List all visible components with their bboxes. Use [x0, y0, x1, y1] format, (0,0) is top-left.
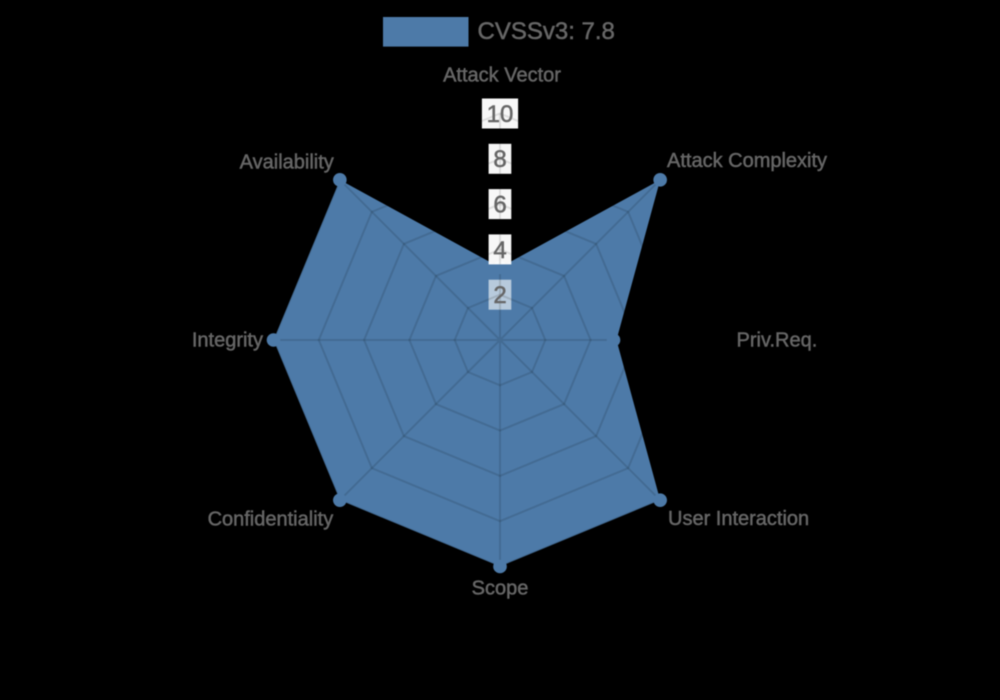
svg-text:Availability: Availability: [240, 152, 334, 174]
svg-text:User Interaction: User Interaction: [668, 508, 809, 530]
svg-text:Priv.Req.: Priv.Req.: [737, 330, 818, 352]
svg-text:6: 6: [493, 192, 506, 219]
svg-text:10: 10: [487, 101, 514, 128]
svg-text:Integrity: Integrity: [192, 330, 263, 352]
svg-text:Confidentiality: Confidentiality: [208, 508, 334, 530]
svg-text:Attack Complexity: Attack Complexity: [667, 150, 827, 172]
svg-text:2: 2: [493, 282, 506, 309]
svg-text:4: 4: [493, 237, 506, 264]
svg-text:Attack Vector: Attack Vector: [443, 65, 561, 87]
svg-text:Scope: Scope: [472, 577, 529, 599]
svg-text:CVSSv3: 7.8: CVSSv3: 7.8: [478, 18, 615, 45]
svg-text:8: 8: [493, 146, 506, 173]
